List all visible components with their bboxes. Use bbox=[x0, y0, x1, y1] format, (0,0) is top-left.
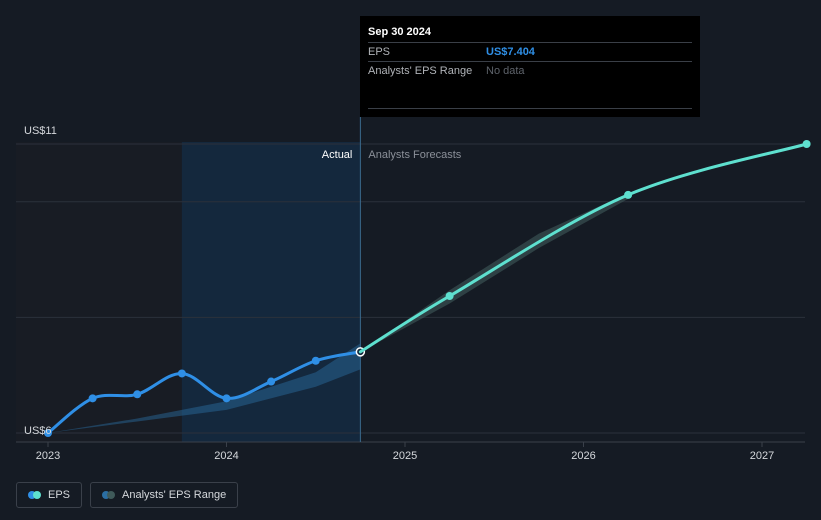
forecast-range-band bbox=[360, 193, 629, 353]
tooltip-range-value: No data bbox=[486, 65, 525, 77]
legend-range-label: Analysts' EPS Range bbox=[122, 489, 227, 501]
data-point bbox=[222, 394, 231, 403]
x-tick-label: 2023 bbox=[36, 450, 60, 462]
eps-range-band bbox=[48, 343, 361, 433]
x-tick-label: 2026 bbox=[571, 450, 595, 462]
legend-item-range[interactable]: Analysts' EPS Range bbox=[90, 482, 239, 508]
tooltip-range-label: Analysts' EPS Range bbox=[368, 65, 473, 77]
x-tick-label: 2025 bbox=[393, 450, 417, 462]
eps-legend-icon bbox=[28, 491, 42, 499]
data-point bbox=[133, 390, 142, 399]
tooltip-eps-value: US$7.404 bbox=[486, 46, 535, 58]
legend: EPS Analysts' EPS Range bbox=[16, 482, 239, 508]
tooltip-divider bbox=[368, 108, 692, 109]
y-tick-label: US$6 bbox=[24, 425, 52, 437]
data-point bbox=[802, 140, 811, 148]
tooltip-row-eps: EPS US$7.404 bbox=[368, 42, 692, 61]
eps-forecast-line bbox=[358, 142, 809, 354]
range-legend-icon bbox=[102, 491, 116, 499]
x-tick-label: 2027 bbox=[750, 450, 774, 462]
data-point bbox=[267, 377, 276, 386]
data-point bbox=[44, 429, 52, 437]
forecast-label: Analysts Forecasts bbox=[368, 149, 461, 161]
x-tick-label: 2024 bbox=[214, 450, 238, 462]
data-point bbox=[445, 292, 454, 301]
legend-item-eps[interactable]: EPS bbox=[16, 482, 83, 508]
actual-label: Actual bbox=[322, 149, 353, 161]
tooltip-row-range: Analysts' EPS Range No data bbox=[368, 61, 692, 80]
legend-eps-label: EPS bbox=[48, 489, 71, 501]
data-point bbox=[311, 356, 320, 365]
y-tick-label: US$11 bbox=[24, 125, 57, 137]
past-region-shade bbox=[16, 142, 182, 442]
tooltip-eps-label: EPS bbox=[368, 46, 391, 58]
data-point bbox=[177, 369, 186, 378]
data-point bbox=[88, 394, 97, 403]
data-point bbox=[624, 190, 633, 199]
tooltip: Sep 30 2024 EPS US$7.404 Analysts' EPS R… bbox=[360, 16, 700, 117]
eps-forecast-series bbox=[358, 140, 811, 354]
tooltip-date: Sep 30 2024 bbox=[368, 26, 431, 38]
